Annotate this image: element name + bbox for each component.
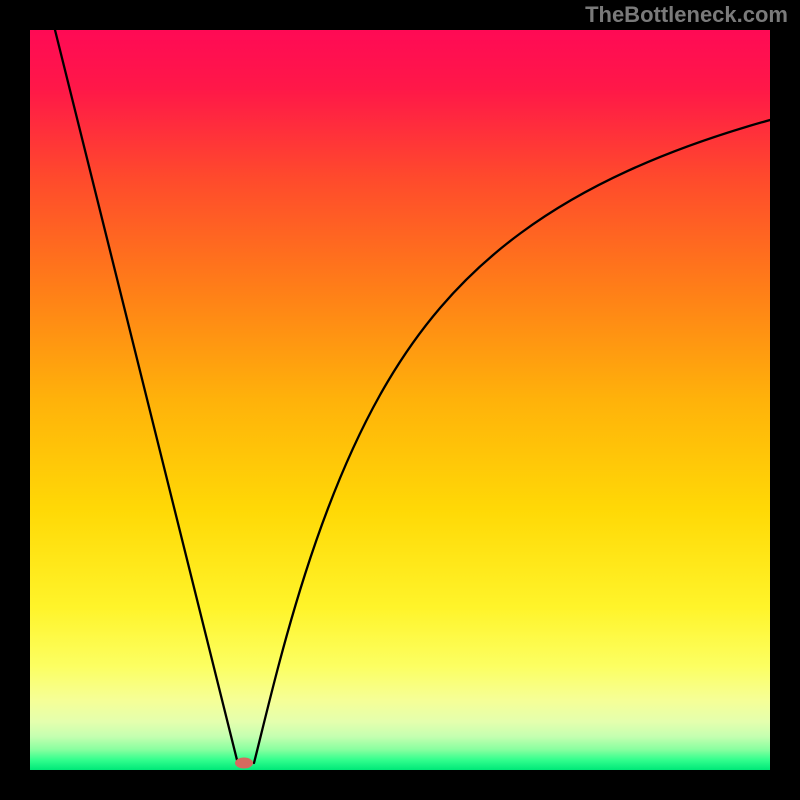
bottleneck-chart: TheBottleneck.com: [0, 0, 800, 800]
minimum-marker: [235, 758, 253, 769]
chart-background-gradient: [30, 30, 770, 770]
attribution-label: TheBottleneck.com: [585, 2, 788, 27]
